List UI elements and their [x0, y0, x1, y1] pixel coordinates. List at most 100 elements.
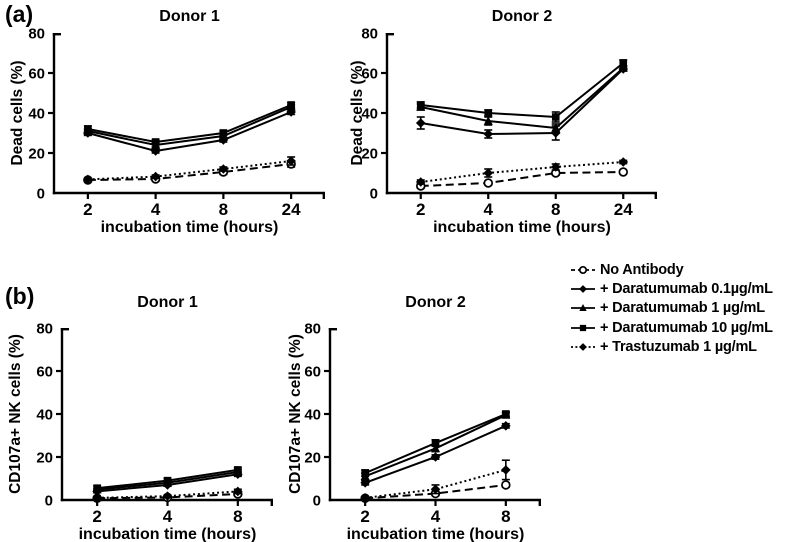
y-axis-label: Dead cells (%) — [9, 60, 26, 165]
legend-item-label: + Trastuzumab 1 µg/mL — [600, 339, 757, 356]
legend-sample-square — [571, 324, 595, 331]
legend-item--trastuzumab-1-g-ml: + Trastuzumab 1 µg/mL — [570, 338, 787, 357]
x-axis-label: incubation time (hours) — [101, 219, 279, 236]
y-tick-label: 0 — [370, 186, 378, 203]
marker-diamond — [501, 465, 511, 475]
legend-item-label: + Daratumumab 10 µg/mL — [600, 319, 773, 336]
marker-square — [361, 469, 369, 477]
series-line — [420, 68, 624, 136]
y-tick-label: 80 — [28, 26, 45, 43]
legend-item--daratumumab-1-g-ml: + Daratumumab 1 µg/mL — [570, 299, 787, 318]
marker-diamond — [501, 421, 511, 431]
x-tick-label: 2 — [92, 507, 101, 526]
legend-sample-open-circle — [571, 265, 595, 274]
x-axis-label: incubation time (hours) — [433, 219, 611, 236]
chart-title: Donor 1 — [137, 294, 198, 311]
marker-square — [431, 439, 440, 447]
legend-sample-triangle — [571, 304, 595, 312]
y-tick-label: 80 — [304, 321, 321, 338]
x-tick-label: 8 — [551, 200, 560, 219]
marker-square — [84, 125, 92, 133]
x-tick-label: 8 — [219, 200, 228, 219]
y-tick-label: 0 — [45, 493, 53, 510]
series--trastuzumab-1-g-ml — [415, 157, 629, 187]
series--daratumumab-10-g-ml — [83, 101, 296, 146]
marker-diamond — [430, 452, 441, 462]
x-tick-label: 24 — [282, 200, 301, 219]
series--daratumumab-0.1-g-ml — [360, 421, 511, 488]
y-tick-label: 80 — [361, 26, 378, 43]
marker-diamond — [233, 486, 243, 497]
y-tick-label: 60 — [361, 66, 378, 83]
x-tick-label: 2 — [360, 507, 369, 526]
marker-square — [579, 324, 587, 331]
marker-square — [416, 101, 425, 109]
y-axis-label: CD107a+ NK cells (%) — [7, 334, 24, 494]
marker-open-circle — [501, 480, 511, 490]
x-tick-label: 4 — [484, 200, 494, 219]
marker-triangle — [618, 63, 628, 72]
chart-title: Donor 2 — [492, 8, 553, 25]
marker-square — [163, 476, 172, 485]
y-axis-label: CD107a+ NK cells (%) — [287, 334, 304, 494]
marker-diamond — [286, 156, 296, 166]
series--trastuzumab-1-g-ml — [83, 156, 296, 185]
series-no-antibody — [415, 167, 629, 191]
marker-diamond — [430, 484, 441, 495]
series--daratumumab-10-g-ml — [93, 466, 242, 492]
marker-triangle — [579, 304, 587, 312]
legend-item-label: + Daratumumab 0.1µg/mL — [600, 281, 773, 298]
marker-triangle — [551, 123, 561, 132]
series-line — [87, 104, 292, 144]
x-axis-label: incubation time (hours) — [79, 526, 257, 542]
series--trastuzumab-1-g-ml — [92, 486, 243, 503]
y-tick-label: 20 — [36, 450, 53, 467]
marker-square — [484, 109, 493, 117]
marker-diamond — [415, 118, 426, 128]
y-axis-label: Dead cells (%) — [349, 60, 366, 165]
y-tick-label: 60 — [28, 66, 45, 83]
marker-square — [287, 101, 295, 109]
marker-diamond — [579, 285, 587, 294]
x-tick-label: 4 — [163, 507, 173, 526]
legend-sample-diamond — [571, 285, 595, 294]
y-tick-label: 40 — [361, 106, 378, 123]
x-axis-label: incubation time (hours) — [347, 526, 525, 542]
marker-diamond — [150, 171, 161, 182]
legend-item-no-antibody: No Antibody — [570, 260, 787, 279]
y-tick-label: 20 — [361, 146, 378, 163]
marker-triangle — [483, 116, 493, 125]
marker-square — [93, 484, 101, 492]
marker-diamond — [618, 157, 629, 167]
chart-cd107a-donor1: 0 20 40 60 80 2 4 8 Donor 1 incubation time (hour… — [7, 294, 273, 542]
legend-item--daratumumab-0.1-g-ml: + Daratumumab 0.1µg/mL — [570, 279, 787, 298]
marker-square — [551, 113, 560, 121]
x-tick-label: 4 — [431, 507, 441, 526]
x-tick-label: 8 — [501, 507, 510, 526]
marker-square — [619, 59, 628, 67]
series--daratumumab-1-g-ml — [83, 102, 296, 149]
series--daratumumab-10-g-ml — [416, 59, 628, 123]
legend-item-label: No Antibody — [600, 261, 684, 278]
marker-diamond — [92, 493, 102, 503]
x-tick-label: 2 — [83, 200, 92, 219]
marker-diamond — [483, 168, 494, 178]
marker-open-circle — [578, 265, 588, 274]
x-tick-label: 2 — [416, 200, 425, 219]
y-tick-label: 40 — [304, 407, 321, 424]
series--daratumumab-1-g-ml — [416, 63, 628, 133]
series-line — [420, 62, 624, 119]
marker-diamond — [360, 478, 370, 488]
marker-diamond — [218, 164, 229, 174]
x-tick-label: 4 — [151, 200, 161, 219]
y-tick-label: 20 — [304, 450, 321, 467]
y-tick-label: 80 — [36, 321, 53, 338]
series-line — [420, 161, 624, 183]
y-tick-label: 40 — [28, 106, 45, 123]
legend: No Antibody + Daratumumab 0.1µg/mL + Darat… — [570, 260, 787, 357]
legend-item--daratumumab-10-g-ml: + Daratumumab 10 µg/mL — [570, 318, 787, 337]
y-tick-label: 20 — [28, 146, 45, 163]
marker-triangle — [431, 443, 440, 453]
